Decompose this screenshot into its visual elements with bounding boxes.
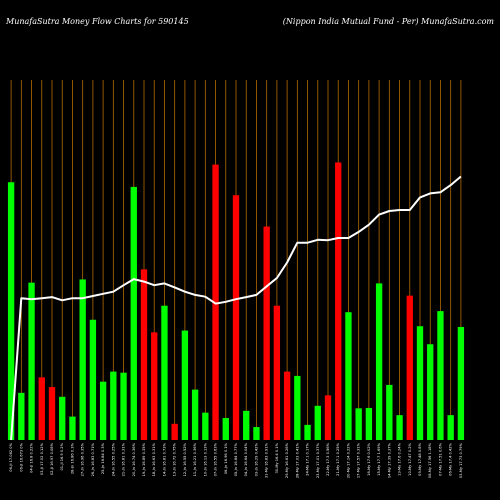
bar: [38, 377, 45, 440]
bar: [212, 164, 219, 440]
price-line-series: [10, 175, 462, 441]
bar: [69, 416, 76, 440]
x-tick-label: 14-Jn 16.81 0.73%: [162, 442, 166, 476]
bar: [345, 312, 352, 440]
bar: [151, 332, 158, 440]
bar: [130, 186, 137, 440]
bar: [181, 330, 189, 440]
bar: [48, 387, 56, 440]
bar: [18, 392, 25, 440]
bar: [314, 405, 321, 440]
x-tick-label: 06-Jl 16.673 0%: [19, 442, 23, 471]
bar: [324, 395, 332, 440]
header-right-title: (Nippon India Mutual Fund - Per) MunafaS…: [283, 17, 495, 26]
x-tick-label: 08-My 17.56 1.18%: [428, 442, 432, 478]
x-tick-label: 21-Jn 16.81 0.31%: [122, 442, 126, 476]
x-tick-label: 31-My 16.83 0.91%: [265, 442, 269, 478]
x-tick-label: 03-Jl 17.02 0.12%: [40, 442, 44, 475]
bar: [294, 375, 301, 440]
bar: [406, 295, 413, 440]
x-tick-label: 13-Jn 16.72 0.75%: [173, 442, 177, 476]
bar: [161, 305, 168, 440]
x-tick-label: 29-My 16.61 0.26%: [285, 442, 289, 478]
x-tick-label: 07-My 17.51 0.6%: [438, 442, 442, 475]
x-tick-label: 13-My 17.6 0.24%: [398, 442, 402, 475]
bar: [396, 415, 403, 440]
x-tick-label: 23-My 17.01 0.37%: [316, 442, 320, 478]
bar: [120, 372, 127, 440]
x-tick-label: 20-My 17.14 0.22%: [346, 442, 350, 478]
bar: [191, 389, 199, 440]
bar: [273, 305, 281, 440]
bar: [28, 282, 35, 440]
x-tick-label: 03-My 17.73 0.79%: [459, 442, 463, 478]
x-tick-label: 15-My 17.7 1.69%: [377, 442, 381, 475]
x-tick-label: 04-Jn 16.64 0.04%: [244, 442, 248, 476]
x-tick-label: 04-Jl 16.8 0.22%: [30, 442, 34, 472]
x-tick-label: 06-Jn 16.96 0.1%: [224, 442, 228, 474]
bar: [437, 311, 444, 440]
bar: [457, 326, 465, 440]
x-tick-label: 17-My 17.57 0.31%: [357, 442, 361, 478]
bar: [232, 195, 240, 440]
bar: [263, 226, 270, 440]
bar: [7, 182, 15, 441]
x-tick-label: 10-Jn 16.13 0.13%: [203, 442, 207, 476]
x-tick-label: 28-Jn 16.86 0.3%: [70, 442, 74, 474]
x-tick-label: 05-Jn 16.84 0.77%: [234, 442, 238, 476]
x-tick-label: 14-My 17.39 0.37%: [387, 442, 391, 478]
bar: [253, 427, 260, 440]
x-tick-label: 19-Jn 16.89 0.35%: [142, 442, 146, 476]
x-tick-label: 07-Jn 16.55 0.63%: [214, 442, 218, 476]
bar: [416, 326, 424, 440]
x-tick-label: 03-Jn 16.29 0.42%: [254, 442, 258, 476]
x-tick-label: 24-Jn 16.55 0.25%: [111, 442, 115, 476]
bar: [355, 408, 362, 440]
x-tick-label: 24-My 17.1 0.17%: [306, 442, 310, 475]
x-tick-label: 26-Jn 16.83 0.71%: [91, 442, 95, 476]
bar: [59, 396, 66, 440]
x-tick-label: 22-My 17.3 0.56%: [326, 442, 330, 475]
x-tick-label: 02-Jl 16.97 0.08%: [50, 442, 54, 475]
x-tick-label: 18-Jn 16.63 0.31%: [152, 442, 156, 476]
x-tick-label: 06-Jl 17.082 0%: [9, 442, 13, 471]
price-line: [10, 175, 462, 441]
x-tick-label: 09-My 17.48 0.8%: [418, 442, 422, 475]
x-tick-label: 30-My 16.4 0.1%: [275, 442, 279, 473]
x-tick-label: 28-My 17.03 0.41%: [295, 442, 299, 478]
bar-series: [7, 162, 465, 441]
x-tick-label: 20-Jn 16.74 0.36%: [132, 442, 136, 476]
bar: [375, 283, 383, 440]
bar: [99, 381, 107, 440]
bar: [447, 415, 454, 440]
bar: [171, 423, 178, 440]
bar: [140, 269, 148, 440]
x-tick-label: 21-My 17.1 0.25%: [336, 442, 340, 475]
bar: [365, 407, 373, 440]
header-left-title: MunafaSutra Money Flow Charts for 590145: [5, 17, 189, 26]
x-tick-label: 25-Jn 16.84 0.3%: [101, 442, 105, 474]
x-tick-label: 11-Jn 16.21 0.36%: [193, 442, 197, 476]
bar: [79, 279, 86, 440]
bar: [110, 371, 117, 440]
bar: [222, 418, 229, 440]
bar: [243, 410, 250, 440]
bar: [283, 371, 291, 440]
x-tick-label: 01-Jl 16.9 0.2%: [60, 442, 64, 470]
bar: [335, 162, 342, 440]
x-tick-label: 10-My 17.47 0.2%: [408, 442, 412, 475]
x-tick-labels: 06-Jl 17.082 0% 06-Jl 16.673 0% 04-Jl 16.8…: [9, 442, 463, 478]
x-tick-label: 12-Jn 16.55 0.52%: [183, 442, 187, 476]
x-tick-label: 06-My 17.4 0.42%: [449, 442, 453, 475]
x-tick-label: 27-Jn 16.96 0.35%: [81, 442, 85, 476]
bar: [427, 344, 434, 440]
bar: [386, 384, 393, 440]
bar: [304, 424, 311, 440]
x-tick-label: 16-My 17.6 0.02%: [367, 442, 371, 475]
bar: [89, 319, 97, 440]
bar: [202, 412, 209, 440]
